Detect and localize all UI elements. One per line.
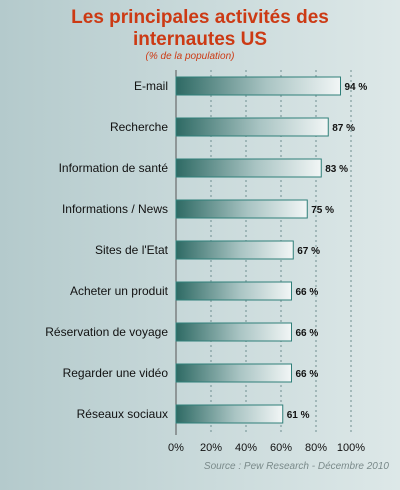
bar <box>175 158 322 178</box>
value-label: 94 % <box>345 82 368 93</box>
x-tick-label: 60% <box>270 442 292 454</box>
category-label: Sites de l'Etat <box>95 243 169 257</box>
value-label: 83 % <box>325 164 348 175</box>
chart-subtitle: (% de la population) <box>146 51 235 62</box>
x-tick-label: 40% <box>235 442 257 454</box>
value-label: 66 % <box>296 287 319 298</box>
bar <box>175 76 341 96</box>
category-labels: E-mail Recherche Information de santé Infor… <box>45 79 168 421</box>
x-tick-label: 0% <box>168 442 184 454</box>
x-axis-ticks: 0% 20% 40% 60% 80% 100% <box>168 442 365 454</box>
x-tick-label: 20% <box>200 442 222 454</box>
category-label: Réservation de voyage <box>45 325 168 339</box>
bar <box>175 199 308 219</box>
category-label: Acheter un produit <box>70 284 169 298</box>
bar <box>175 363 292 383</box>
category-label: Réseaux sociaux <box>77 407 168 421</box>
category-label: Regarder une vidéo <box>63 366 169 380</box>
value-label: 66 % <box>296 369 319 380</box>
value-label: 66 % <box>296 328 319 339</box>
value-label: 67 % <box>297 246 320 257</box>
bar <box>175 404 284 424</box>
category-label: Informations / News <box>62 202 168 216</box>
value-label: 87 % <box>332 123 355 134</box>
x-tick-label: 100% <box>337 442 365 454</box>
bar <box>175 281 292 301</box>
value-label: 75 % <box>311 205 334 216</box>
source-note: Source : Pew Research - Décembre 2010 <box>204 461 390 472</box>
x-tick-label: 80% <box>305 442 327 454</box>
category-label: Information de santé <box>59 161 169 175</box>
value-label: 61 % <box>287 410 310 421</box>
chart-title-line1: Les principales activités des <box>71 7 329 28</box>
bar <box>175 322 292 342</box>
chart-title-line2: internautes US <box>133 29 267 50</box>
value-labels: 94 % 87 % 83 % 75 % 67 % 66 % 66 % 66 % 61 % <box>287 82 368 421</box>
category-label: Recherche <box>110 120 168 134</box>
bar <box>175 117 329 137</box>
bars <box>175 76 341 424</box>
bar <box>175 240 294 260</box>
category-label: E-mail <box>134 79 168 93</box>
